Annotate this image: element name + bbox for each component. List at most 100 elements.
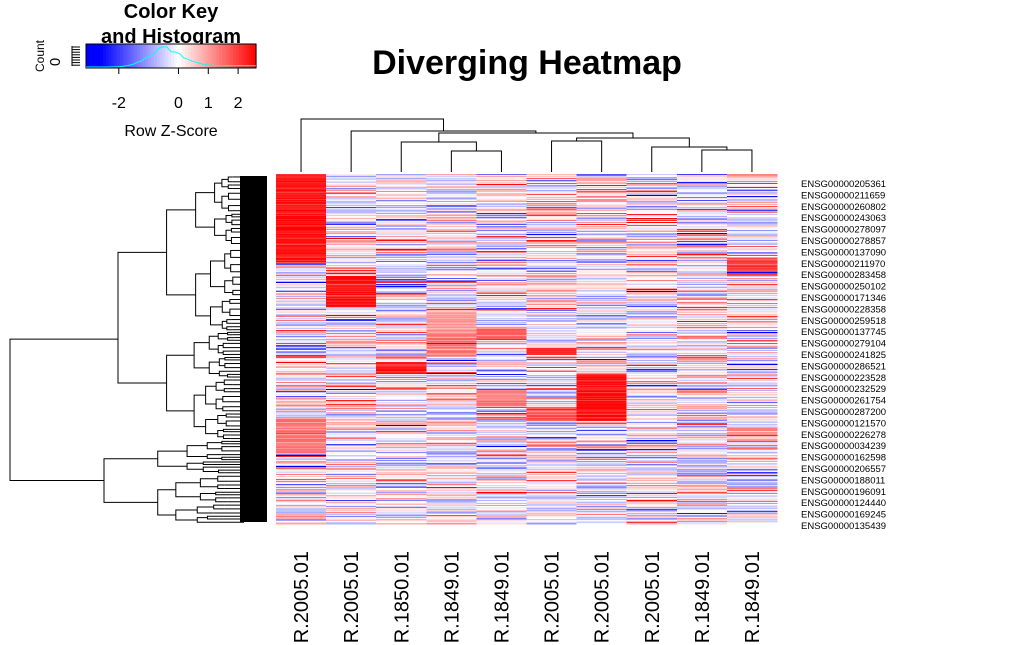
heatmap-cell [626, 460, 678, 462]
heatmap-cell [576, 191, 627, 193]
heatmap-cell [626, 442, 678, 444]
heatmap-cell [376, 428, 427, 430]
heatmap-cell [376, 237, 427, 239]
row-label: ENSG00000162598 [801, 453, 886, 464]
heatmap-cell [476, 382, 527, 384]
heatmap-cell [326, 342, 377, 344]
heatmap-cell [576, 197, 627, 199]
heatmap-cell [726, 437, 778, 439]
heatmap-cell [526, 321, 577, 323]
heatmap-cell [626, 324, 678, 326]
heatmap-cell [676, 263, 728, 265]
heatmap-cell [576, 199, 627, 201]
heatmap-cell [576, 185, 627, 187]
heatmap-cell [326, 380, 377, 382]
heatmap-cell [376, 494, 427, 496]
row-dendrogram-branch [195, 273, 211, 317]
heatmap-cell [676, 442, 728, 444]
heatmap-cell [576, 431, 627, 433]
heatmap-cell [326, 479, 377, 481]
heatmap-cell [576, 372, 627, 374]
heatmap-cell [726, 302, 778, 304]
heatmap-cell [626, 441, 678, 443]
heatmap-cell [426, 502, 477, 504]
heatmap-cell [676, 422, 728, 424]
heatmap-cell [676, 358, 728, 360]
heatmap-cell [676, 304, 728, 306]
heatmap-cell [576, 433, 627, 435]
heatmap-cell [276, 336, 327, 338]
heatmap-cell [376, 256, 427, 258]
heatmap-cell [726, 216, 778, 218]
heatmap-cell [276, 341, 327, 343]
heatmap-cell [426, 503, 477, 505]
heatmap-cell [526, 198, 577, 200]
heatmap-cell [326, 355, 377, 357]
heatmap-cell [376, 294, 427, 296]
heatmap-cell [576, 248, 627, 250]
heatmap-cell [376, 276, 427, 278]
heatmap-cell [326, 178, 377, 180]
heatmap-cell [576, 340, 627, 342]
heatmap-cell [726, 428, 778, 430]
heatmap-cell [476, 220, 527, 222]
heatmap-cell [726, 305, 778, 307]
heatmap-cell [576, 319, 627, 321]
heatmap-cell [326, 179, 377, 181]
heatmap-cell [376, 369, 427, 371]
row-label: ENSG00000137745 [801, 327, 886, 338]
heatmap-cell [676, 273, 728, 275]
heatmap-cell [626, 471, 678, 473]
heatmap-cell [276, 490, 327, 492]
heatmap-cell [526, 399, 577, 401]
heatmap-cell [276, 416, 327, 418]
heatmap-cell [626, 264, 678, 266]
heatmap-cell [276, 313, 327, 315]
heatmap-cell [576, 507, 627, 509]
heatmap-cell [626, 247, 678, 249]
heatmap-cell [626, 382, 678, 384]
heatmap-cell [326, 331, 377, 333]
heatmap-cell [576, 469, 627, 471]
heatmap-cell [326, 282, 377, 284]
heatmap-cell [526, 504, 577, 506]
heatmap-cell [576, 355, 627, 357]
heatmap-cell [276, 447, 327, 449]
heatmap-cell [276, 492, 327, 494]
heatmap-cell [526, 312, 577, 314]
heatmap-cell [426, 311, 477, 313]
heatmap-cell [376, 203, 427, 205]
heatmap-cell [676, 474, 728, 476]
heatmap-cell [676, 520, 728, 522]
heatmap-cell [476, 402, 527, 404]
heatmap-cell [526, 407, 577, 409]
heatmap-cell [526, 275, 577, 277]
heatmap-cell [726, 421, 778, 423]
heatmap-cell [426, 385, 477, 387]
heatmap-cell [426, 438, 477, 440]
heatmap-cell [426, 442, 477, 444]
heatmap-cell [726, 453, 778, 455]
heatmap-cell [526, 369, 577, 371]
heatmap-cell [576, 471, 627, 473]
heatmap-cell [676, 472, 728, 474]
row-dendrogram-branch [199, 493, 216, 501]
heatmap-cell [426, 480, 477, 482]
heatmap-cell [476, 267, 527, 269]
heatmap-cell [526, 255, 577, 257]
heatmap-cell [526, 189, 577, 191]
heatmap-cell [476, 477, 527, 479]
heatmap-cell [276, 221, 327, 223]
heatmap-cell [626, 318, 678, 320]
heatmap-cell [726, 307, 778, 309]
heatmap-cell [376, 487, 427, 489]
heatmap-cell [726, 447, 778, 449]
heatmap-cell [526, 350, 577, 352]
column-dendrogram-branch [576, 137, 690, 147]
heatmap-cell [726, 201, 778, 203]
heatmap-cell [676, 182, 728, 184]
row-dendrogram-branch [166, 209, 196, 296]
heatmap-cell [276, 213, 327, 215]
heatmap-cell [426, 298, 477, 300]
heatmap-cell [526, 423, 577, 425]
